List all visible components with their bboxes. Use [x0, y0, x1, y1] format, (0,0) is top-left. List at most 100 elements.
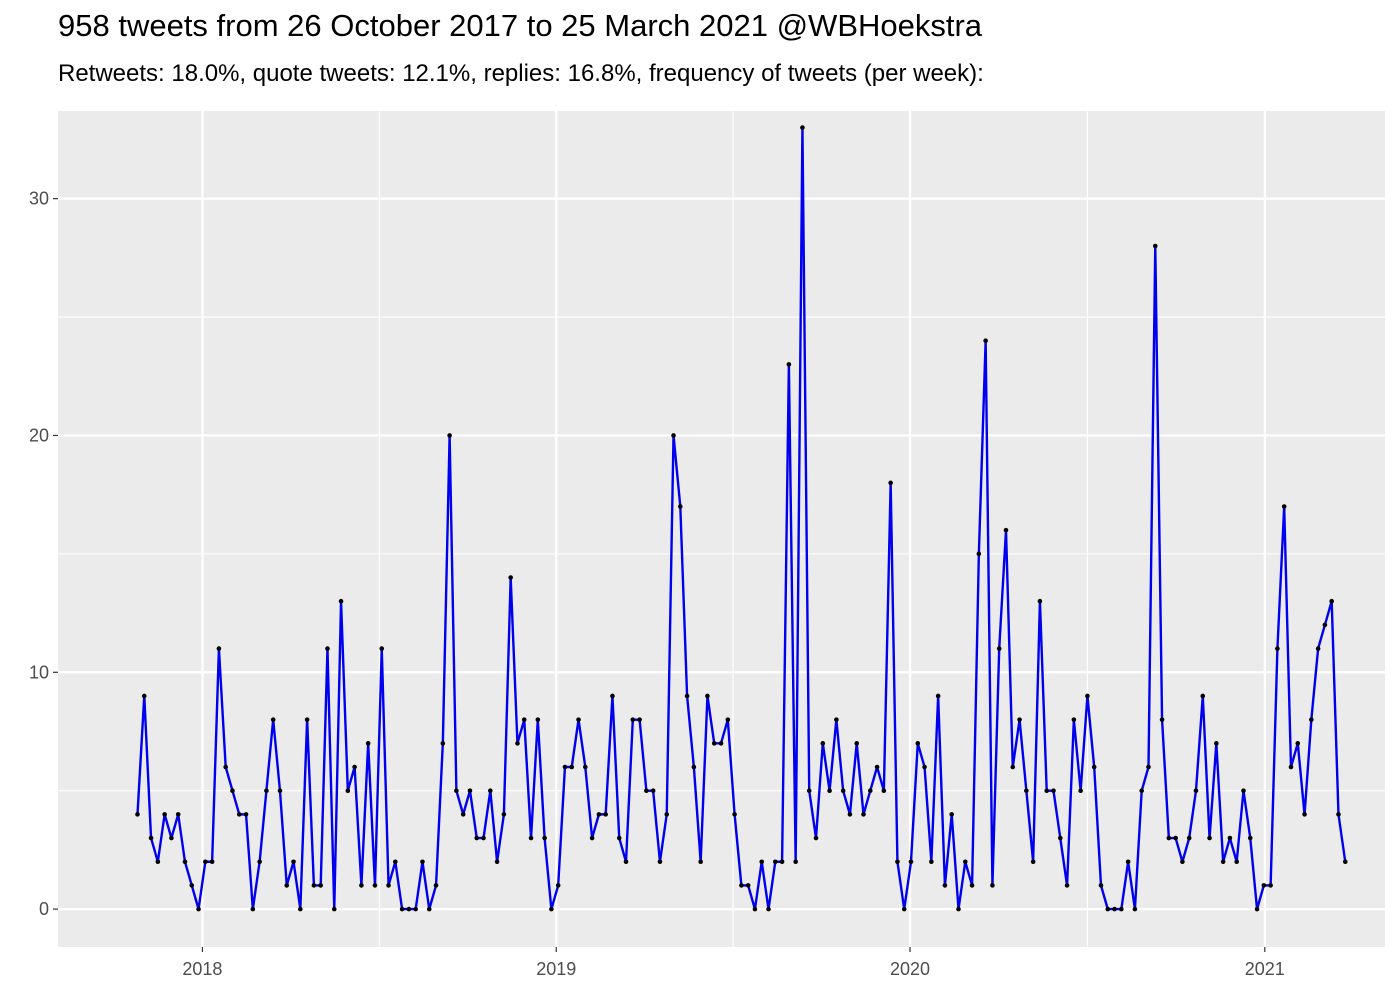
x-axis: 2018 2019 2020 2021	[182, 947, 1285, 979]
data-point	[521, 717, 527, 722]
data-point	[318, 883, 323, 888]
data-point	[467, 788, 473, 793]
data-point	[623, 859, 629, 865]
data-point	[440, 741, 446, 746]
data-point	[488, 788, 493, 793]
data-point	[962, 859, 968, 865]
data-point	[515, 741, 520, 746]
data-point	[867, 788, 873, 793]
data-point	[589, 835, 595, 841]
y-tick-label: 20	[29, 425, 49, 445]
data-point	[1207, 835, 1212, 841]
data-point	[230, 788, 235, 793]
data-point	[793, 859, 798, 865]
data-point	[684, 693, 690, 699]
data-point	[454, 788, 459, 793]
data-point	[291, 859, 296, 865]
tweet-frequency-points	[135, 125, 1348, 912]
data-point	[773, 859, 778, 865]
data-point	[847, 812, 853, 817]
data-point	[1329, 598, 1334, 604]
data-point	[1098, 883, 1104, 888]
data-point	[976, 551, 982, 557]
data-point	[236, 812, 242, 817]
data-point	[637, 717, 642, 722]
data-point	[562, 764, 568, 770]
data-point	[501, 812, 507, 817]
data-point	[1214, 741, 1219, 746]
data-point	[725, 717, 731, 722]
data-point	[698, 859, 703, 865]
data-point	[135, 812, 140, 817]
data-point	[338, 598, 344, 604]
data-point	[535, 717, 541, 722]
data-point	[474, 835, 480, 841]
data-point	[691, 764, 697, 770]
data-point	[1315, 646, 1321, 651]
data-point	[1071, 717, 1077, 722]
data-point	[1200, 693, 1206, 699]
data-point	[270, 717, 276, 722]
chart-title: 958 tweets from 26 October 2017 to 25 Ma…	[58, 8, 983, 43]
data-point	[650, 788, 656, 793]
y-axis: 0 10 20 30	[29, 189, 58, 919]
data-point	[399, 906, 405, 912]
data-point	[874, 764, 880, 770]
data-point	[630, 717, 636, 722]
data-point	[1030, 859, 1036, 865]
data-point	[990, 883, 995, 888]
data-point	[1159, 717, 1165, 722]
data-point	[1247, 835, 1253, 841]
data-point	[379, 646, 385, 651]
data-point	[1051, 788, 1056, 793]
data-point	[311, 883, 317, 888]
data-point	[1275, 646, 1280, 651]
y-tick-label: 10	[29, 662, 49, 682]
data-point	[678, 504, 683, 509]
data-point	[1132, 906, 1138, 912]
data-point	[426, 906, 432, 912]
data-point	[433, 883, 439, 888]
data-point	[508, 575, 513, 580]
data-point	[1105, 906, 1111, 912]
data-point	[1173, 835, 1178, 841]
data-point	[1017, 717, 1022, 722]
data-point	[644, 788, 649, 793]
data-point	[854, 741, 860, 746]
data-point	[223, 764, 228, 770]
data-point	[148, 835, 154, 841]
x-tick-label: 2019	[536, 959, 576, 979]
plot-panel	[58, 111, 1385, 947]
data-point	[141, 693, 147, 699]
data-point	[718, 741, 724, 746]
data-point	[528, 835, 534, 841]
data-point	[935, 693, 941, 699]
data-point	[1085, 693, 1090, 699]
data-point	[1024, 788, 1029, 793]
data-point	[447, 433, 452, 438]
data-point	[745, 883, 751, 888]
data-point	[1281, 504, 1287, 509]
data-point	[664, 812, 670, 817]
data-point	[406, 906, 412, 912]
data-point	[881, 788, 887, 793]
data-point	[203, 859, 208, 865]
data-point	[616, 835, 622, 841]
data-point	[1268, 883, 1273, 888]
data-point	[1010, 764, 1016, 770]
data-point	[610, 693, 615, 699]
data-point	[365, 741, 371, 746]
x-tick-label: 2018	[182, 959, 222, 979]
data-point	[1193, 788, 1199, 793]
data-point	[569, 764, 575, 770]
data-point	[908, 859, 914, 865]
data-point	[352, 764, 357, 770]
data-point	[1302, 812, 1307, 817]
data-point	[1234, 859, 1239, 865]
data-point	[182, 859, 188, 865]
data-point	[359, 883, 364, 888]
data-point	[1342, 859, 1348, 865]
data-point	[949, 812, 955, 817]
data-point	[983, 338, 988, 344]
